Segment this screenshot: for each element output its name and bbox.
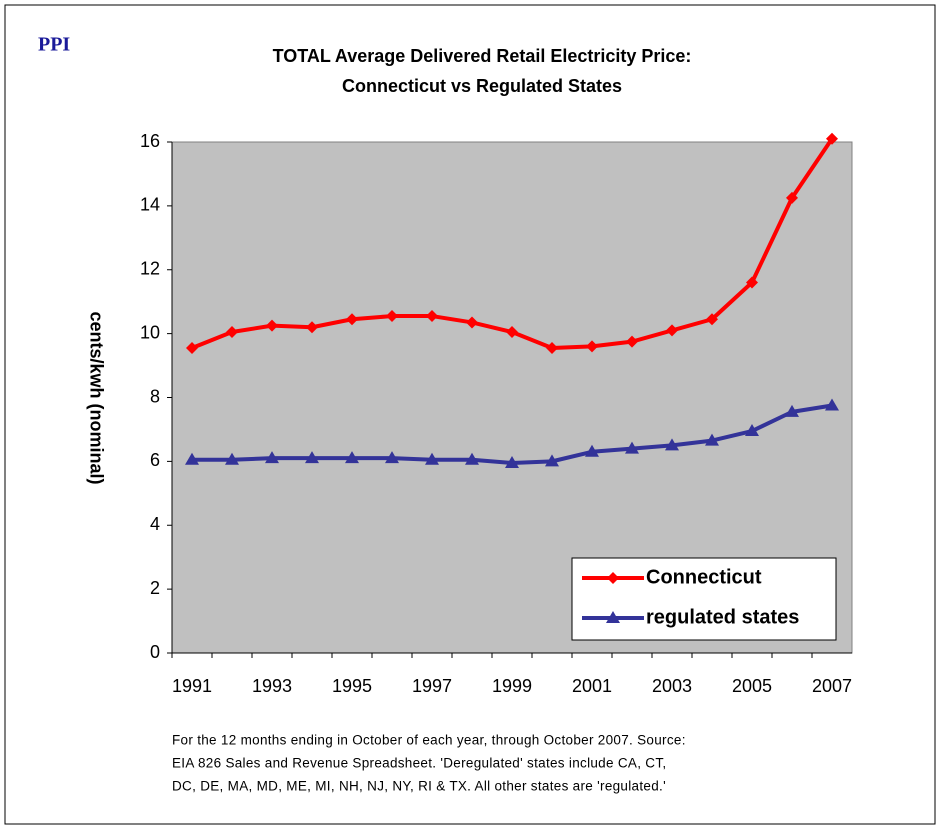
chart-title: TOTAL Average Delivered Retail Electrici… (273, 46, 692, 66)
y-tick-label: 0 (150, 642, 160, 662)
x-tick-label: 2001 (572, 676, 612, 696)
footnote: DC, DE, MA, MD, ME, MI, NH, NJ, NY, RI &… (172, 779, 666, 794)
data-point (385, 451, 399, 464)
data-point (465, 452, 479, 465)
data-point (786, 191, 798, 204)
data-point (425, 452, 439, 465)
data-point (346, 313, 358, 326)
data-point (426, 310, 438, 323)
data-point (306, 321, 318, 334)
footnote: For the 12 months ending in October of e… (172, 733, 686, 748)
legend-label: regulated states (646, 606, 799, 628)
data-point (185, 452, 199, 465)
y-tick-label: 14 (140, 195, 160, 215)
data-point (546, 341, 558, 354)
legend-label: Connecticut (646, 566, 762, 588)
legend-marker (607, 572, 619, 584)
legend-marker (606, 611, 620, 623)
data-point (466, 316, 478, 329)
x-tick-label: 2005 (732, 676, 772, 696)
legend-box (571, 557, 837, 641)
data-point (825, 398, 839, 411)
y-tick-label: 2 (150, 578, 160, 598)
y-tick-label: 10 (140, 322, 160, 342)
x-tick-label: 1995 (332, 676, 372, 696)
y-tick-label: 4 (150, 514, 160, 534)
x-tick-label: 2007 (812, 676, 852, 696)
data-point (225, 452, 239, 465)
y-tick-label: 12 (140, 259, 160, 279)
data-point (586, 340, 598, 353)
data-point (506, 326, 518, 339)
y-axis-label: cents/kwh (nominal) (86, 311, 106, 484)
data-point (505, 455, 519, 468)
y-tick-label: 16 (140, 131, 160, 151)
brand: PPI (38, 34, 70, 56)
data-point (705, 433, 719, 446)
data-point (826, 132, 838, 145)
data-point (746, 276, 758, 289)
data-point (186, 341, 198, 354)
data-point (785, 404, 799, 417)
data-point (386, 310, 398, 323)
data-point (706, 313, 718, 326)
y-tick-label: 8 (150, 386, 160, 406)
data-point (626, 335, 638, 348)
data-point (305, 451, 319, 464)
x-tick-label: 2003 (652, 676, 692, 696)
footnote: EIA 826 Sales and Revenue Spreadsheet. '… (172, 756, 666, 771)
chart-title: Connecticut vs Regulated States (342, 76, 622, 96)
data-point (266, 319, 278, 332)
x-tick-label: 1997 (412, 676, 452, 696)
data-point (745, 424, 759, 437)
data-point (666, 324, 678, 337)
y-tick-label: 6 (150, 450, 160, 470)
x-tick-label: 1999 (492, 676, 532, 696)
data-point (665, 438, 679, 451)
x-tick-label: 1991 (172, 676, 212, 696)
data-point (345, 451, 359, 464)
data-point (585, 444, 599, 457)
data-point (265, 451, 279, 464)
data-point (625, 441, 639, 454)
x-tick-label: 1993 (252, 676, 292, 696)
data-point (545, 454, 559, 467)
data-point (226, 326, 238, 339)
